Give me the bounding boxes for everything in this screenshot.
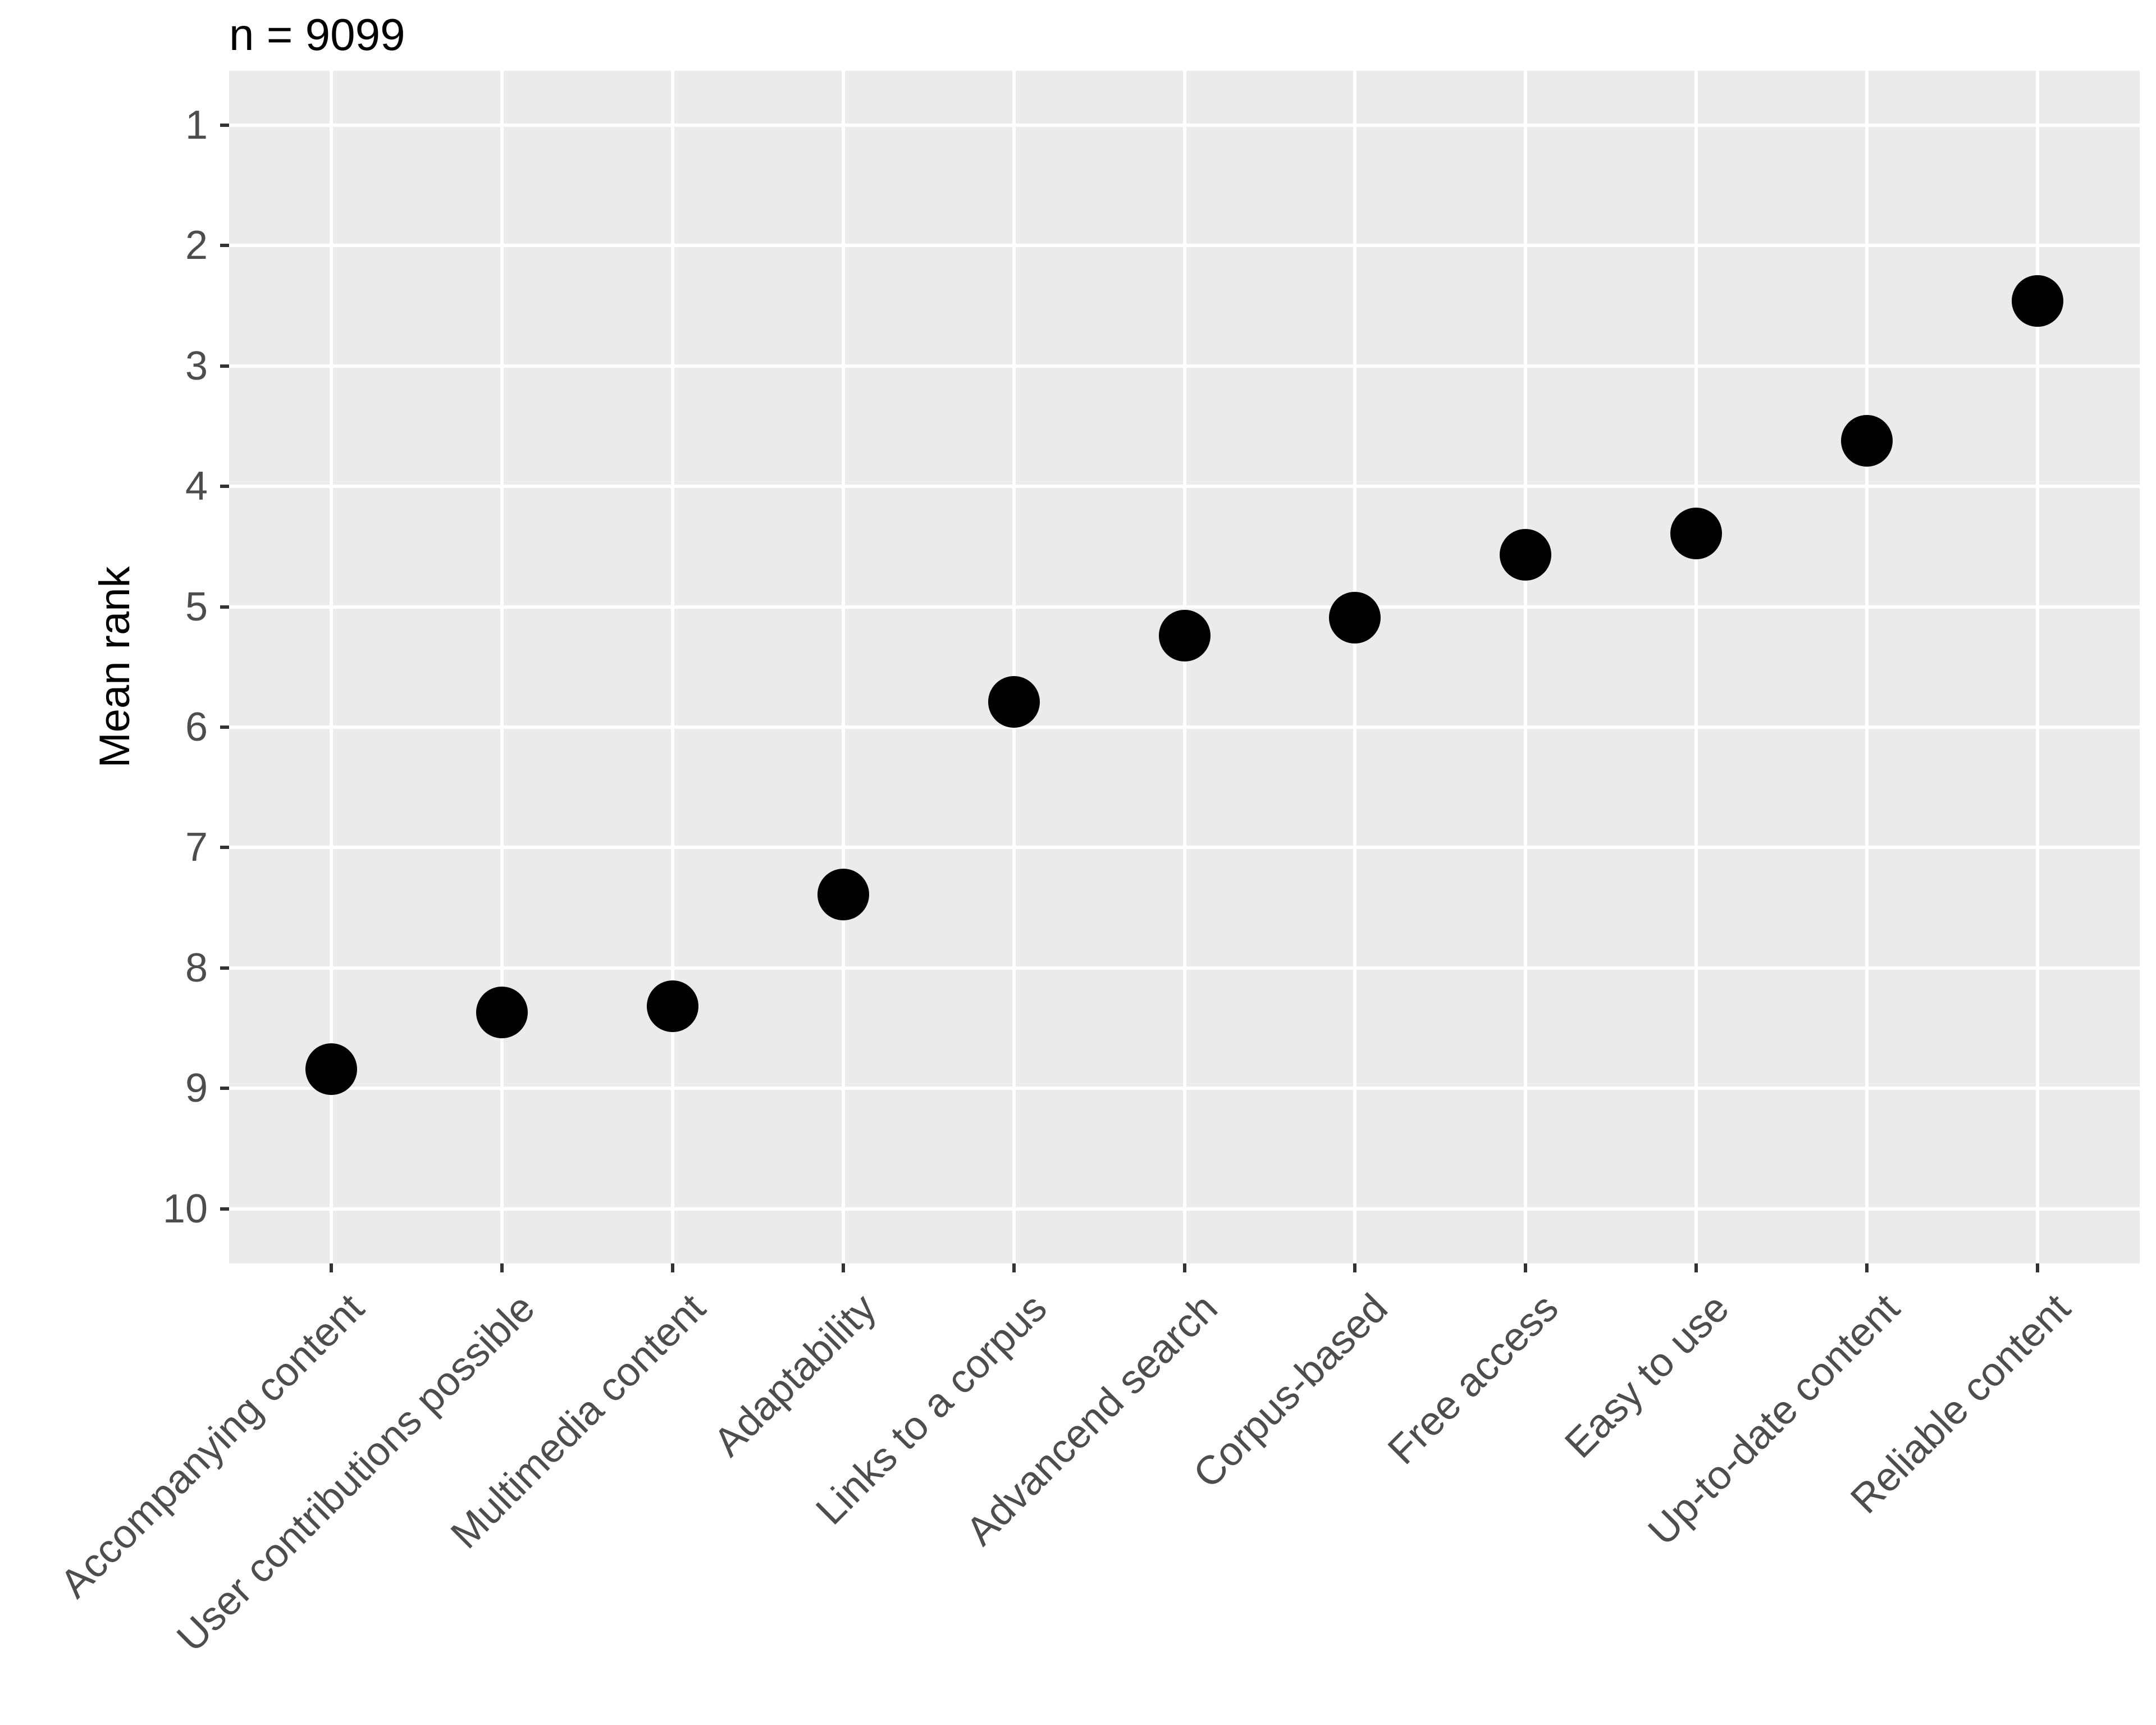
y-axis-tick-mark bbox=[220, 846, 229, 850]
y-axis-tick-label: 9 bbox=[185, 1066, 208, 1111]
data-point bbox=[1670, 507, 1723, 559]
major-gridline-vertical bbox=[2035, 71, 2039, 1263]
y-axis-tick-mark bbox=[220, 1207, 229, 1211]
y-axis-tick-label: 4 bbox=[185, 464, 208, 509]
y-axis-tick-mark bbox=[220, 966, 229, 970]
data-point bbox=[646, 980, 698, 1033]
x-axis-tick-mark bbox=[330, 1263, 334, 1272]
plot-panel bbox=[229, 71, 2140, 1263]
data-point bbox=[988, 676, 1040, 728]
major-gridline-vertical bbox=[330, 71, 334, 1263]
data-point bbox=[305, 1043, 358, 1095]
data-point bbox=[1158, 610, 1211, 662]
data-point bbox=[1840, 414, 1893, 467]
major-gridline-vertical bbox=[500, 71, 504, 1263]
x-axis-tick-label: Accompanying content bbox=[52, 1285, 373, 1607]
major-gridline-vertical bbox=[841, 71, 845, 1263]
x-axis-tick-label: Adaptability bbox=[705, 1285, 885, 1465]
y-axis-tick-mark bbox=[220, 725, 229, 729]
major-gridline-vertical bbox=[1524, 71, 1528, 1263]
x-axis-tick-mark bbox=[500, 1263, 504, 1272]
plot-title: n = 9099 bbox=[229, 10, 405, 60]
y-axis-tick-mark bbox=[220, 485, 229, 489]
data-point bbox=[2011, 275, 2063, 327]
y-axis-tick-mark bbox=[220, 364, 229, 368]
y-axis-tick-mark bbox=[220, 605, 229, 609]
data-point bbox=[1329, 591, 1381, 644]
x-axis-tick-label: User contributions possible bbox=[168, 1285, 543, 1660]
x-axis-tick-mark bbox=[670, 1263, 674, 1272]
x-axis-tick-mark bbox=[1524, 1263, 1528, 1272]
y-axis-tick-mark bbox=[220, 1087, 229, 1090]
y-axis-tick-label: 7 bbox=[185, 825, 208, 870]
x-axis-tick-mark bbox=[2035, 1263, 2039, 1272]
y-axis-tick-mark bbox=[220, 244, 229, 248]
major-gridline-vertical bbox=[1182, 71, 1186, 1263]
x-axis-tick-mark bbox=[1012, 1263, 1016, 1272]
x-axis-tick-mark bbox=[1353, 1263, 1357, 1272]
x-axis-tick-mark bbox=[1865, 1263, 1869, 1272]
y-axis-tick-label: 10 bbox=[162, 1186, 208, 1231]
y-axis-tick-label: 6 bbox=[185, 705, 208, 750]
x-axis-tick-mark bbox=[841, 1263, 845, 1272]
y-axis-tick-label: 3 bbox=[185, 343, 208, 389]
y-axis-tick-label: 2 bbox=[185, 223, 208, 268]
x-axis-tick-label: Easy to use bbox=[1556, 1285, 1738, 1467]
major-gridline-vertical bbox=[1353, 71, 1357, 1263]
y-axis-tick-label: 8 bbox=[185, 945, 208, 991]
data-point bbox=[817, 869, 869, 921]
y-axis-tick-label: 5 bbox=[185, 584, 208, 629]
x-axis-tick-mark bbox=[1182, 1263, 1186, 1272]
major-gridline-vertical bbox=[1694, 71, 1698, 1263]
data-point bbox=[476, 987, 528, 1039]
x-axis-tick-mark bbox=[1694, 1263, 1698, 1272]
y-axis-tick-label: 1 bbox=[185, 103, 208, 148]
y-axis-tick-mark bbox=[220, 124, 229, 127]
major-gridline-vertical bbox=[670, 71, 674, 1263]
major-gridline-vertical bbox=[1012, 71, 1016, 1263]
major-gridline-vertical bbox=[1865, 71, 1869, 1263]
x-axis-tick-label: Free access bbox=[1380, 1285, 1567, 1473]
data-point bbox=[1500, 529, 1552, 581]
